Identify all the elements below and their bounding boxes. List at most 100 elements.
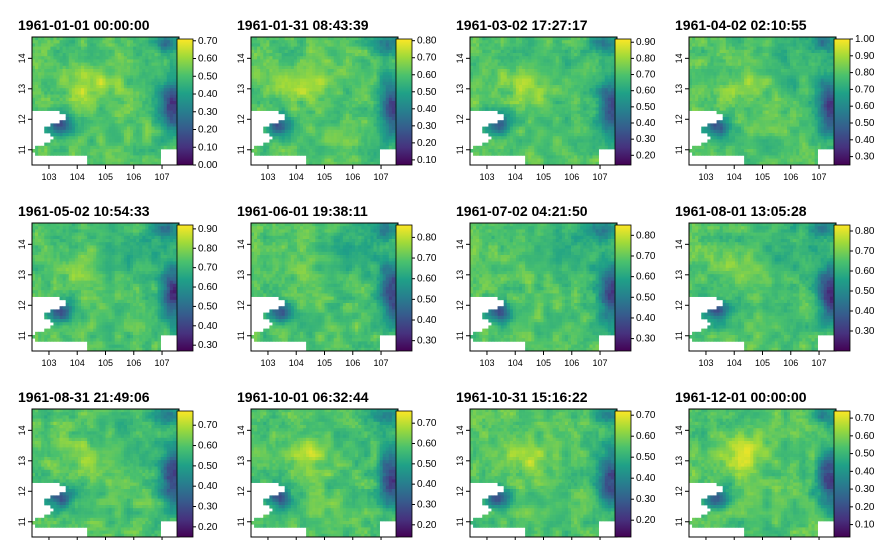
raster-cell	[473, 46, 477, 51]
raster-cell	[306, 123, 310, 127]
raster-cell	[342, 107, 347, 111]
raster-cell	[309, 78, 313, 83]
raster-cell	[586, 78, 590, 83]
raster-cell	[154, 142, 158, 147]
raster-cell	[543, 97, 547, 102]
raster-cell	[601, 120, 606, 124]
raster-cell	[272, 43, 276, 47]
raster-cell	[53, 88, 57, 92]
raster-cell	[142, 110, 146, 115]
raster-cell	[56, 56, 60, 60]
raster-cell	[321, 133, 325, 137]
raster-cell	[525, 123, 529, 127]
raster-cell	[549, 72, 554, 76]
raster-cell	[303, 75, 307, 79]
raster-cell	[522, 72, 526, 76]
raster-cell	[349, 101, 353, 105]
raster-cell	[534, 113, 538, 118]
raster-cell	[87, 46, 91, 51]
raster-cell	[96, 62, 100, 67]
raster-cell	[476, 56, 480, 60]
raster-cell	[552, 110, 557, 115]
raster-cell	[145, 123, 149, 127]
raster-cell	[500, 72, 505, 76]
raster-cell	[65, 94, 70, 99]
raster-cell	[552, 43, 557, 47]
raster-cell	[71, 142, 76, 147]
raster-cell	[114, 149, 119, 153]
raster-cell	[163, 117, 168, 121]
raster-cell	[139, 120, 143, 124]
raster-cell	[166, 81, 171, 86]
raster-cell	[598, 59, 603, 63]
raster-cell	[564, 97, 569, 102]
raster-cell	[494, 101, 498, 105]
raster-cell	[269, 88, 273, 92]
raster-cell	[111, 123, 116, 127]
raster-cell	[275, 78, 279, 83]
raster-cell	[151, 142, 155, 147]
raster-cell	[598, 69, 603, 73]
raster-cell	[136, 62, 140, 67]
raster-cell	[148, 88, 152, 92]
raster-cell	[336, 72, 341, 76]
raster-cell	[358, 107, 362, 111]
raster-cell	[120, 49, 125, 54]
raster-cell	[306, 113, 310, 118]
raster-cell	[589, 75, 593, 79]
raster-cell	[589, 37, 593, 41]
raster-cell	[494, 72, 498, 76]
raster-cell	[519, 59, 523, 63]
raster-cell	[577, 53, 581, 57]
raster-cell	[595, 65, 599, 70]
raster-cell	[56, 72, 60, 76]
raster-cell	[315, 49, 319, 54]
raster-cell	[133, 126, 137, 131]
raster-cell	[130, 56, 134, 60]
raster-cell	[367, 94, 371, 99]
raster-cell	[577, 120, 581, 124]
raster-cell	[583, 75, 587, 79]
raster-cell	[555, 69, 560, 73]
raster-cell	[130, 117, 134, 121]
raster-cell	[68, 49, 73, 54]
raster-cell	[370, 136, 374, 140]
raster-cell	[349, 155, 353, 159]
raster-cell	[290, 117, 295, 121]
raster-cell	[391, 142, 396, 147]
raster-cell	[330, 91, 335, 95]
raster-cell	[281, 129, 286, 134]
raster-cell	[315, 161, 319, 166]
raster-cell	[251, 81, 255, 86]
raster-cell	[601, 126, 606, 131]
raster-cell	[53, 94, 57, 99]
raster-cell	[68, 101, 73, 105]
raster-cell	[327, 53, 331, 57]
raster-cell	[38, 53, 42, 57]
raster-cell	[330, 161, 335, 166]
raster-cell	[53, 91, 57, 95]
raster-cell	[87, 129, 91, 134]
raster-cell	[583, 69, 587, 73]
raster-cell	[470, 97, 474, 102]
raster-cell	[309, 75, 313, 79]
raster-cell	[342, 149, 347, 153]
raster-cell	[293, 113, 298, 118]
raster-cell	[293, 136, 298, 140]
raster-cell	[312, 62, 316, 67]
raster-cell	[163, 46, 168, 51]
raster-cell	[157, 142, 161, 147]
raster-cell	[251, 107, 255, 111]
raster-cell	[324, 78, 328, 83]
raster-cell	[96, 142, 100, 147]
raster-cell	[32, 101, 36, 105]
raster-cell	[577, 123, 581, 127]
raster-cell	[290, 133, 295, 137]
raster-cell	[281, 81, 286, 86]
raster-cell	[287, 81, 292, 86]
raster-cell	[312, 136, 316, 140]
raster-cell	[488, 65, 492, 70]
raster-cell	[534, 104, 538, 108]
raster-cell	[342, 49, 347, 54]
raster-cell	[564, 65, 569, 70]
